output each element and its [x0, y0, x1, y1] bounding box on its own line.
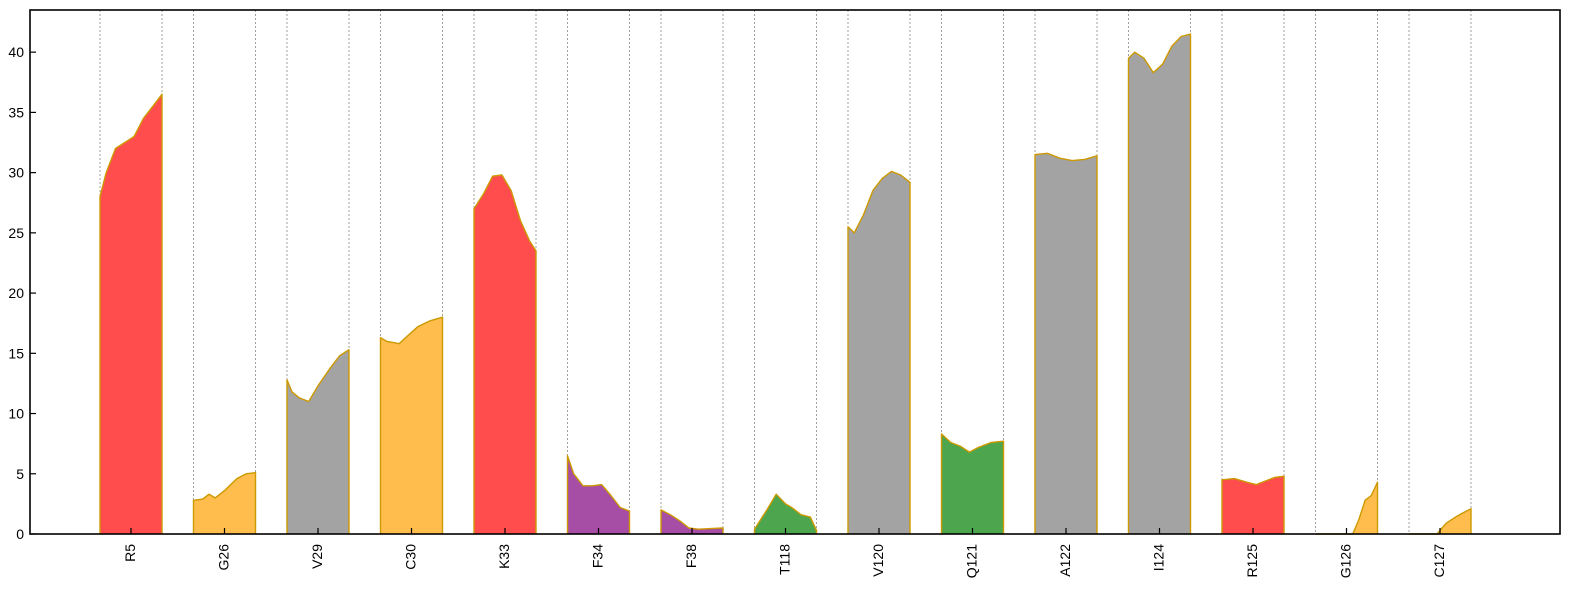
area-outline-R5	[99, 93, 163, 534]
x-tick-label-F34: F34	[590, 544, 606, 568]
x-tick-label-F38: F38	[683, 544, 699, 568]
area-outline-Q121	[940, 433, 1005, 534]
area-G126	[1315, 482, 1378, 534]
y-tick-label: 0	[16, 526, 24, 542]
tick-layer: 0 5 10 15 20 25 30 35 40 R5 G26 V29 C30 K33 F34 F38 T118…	[8, 44, 1447, 578]
area-outline-F34	[566, 455, 631, 534]
area-outline-T118	[753, 493, 818, 534]
x-tick-label-G126: G126	[1338, 544, 1354, 578]
area-T118	[754, 494, 817, 534]
x-tick-label-R125: R125	[1244, 544, 1260, 578]
area-I124	[1128, 34, 1191, 534]
x-tick-label-K33: K33	[496, 544, 512, 569]
x-tick-label-R5: R5	[122, 544, 138, 562]
area-V120	[848, 171, 910, 534]
area-outline-V120	[847, 170, 911, 534]
area-Q121	[941, 434, 1004, 534]
x-tick-label-C127: C127	[1431, 544, 1447, 578]
area-outline-V29	[286, 349, 350, 534]
x-tick-label-V29: V29	[309, 544, 325, 569]
area-C127	[1409, 508, 1471, 534]
area-F38	[661, 509, 723, 534]
area-F34	[567, 455, 630, 534]
area-A122	[1035, 153, 1097, 535]
area-outline-I124	[1127, 33, 1192, 534]
x-tick-label-A122: A122	[1057, 544, 1073, 577]
area-outline-A122	[1034, 152, 1098, 534]
area-outline-G26	[192, 471, 257, 534]
area-G26	[193, 472, 256, 534]
area-C30	[380, 317, 443, 534]
y-tick-label: 15	[8, 345, 24, 361]
y-tick-label: 40	[8, 44, 24, 60]
area-outline-C30	[379, 316, 444, 534]
y-tick-label: 35	[8, 104, 24, 120]
y-tick-label: 10	[8, 406, 24, 422]
y-tick-label: 25	[8, 225, 24, 241]
y-tick-label: 20	[8, 285, 24, 301]
x-tick-label-T118: T118	[777, 544, 793, 575]
y-tick-label: 30	[8, 165, 24, 181]
plot-frame	[29, 9, 1561, 535]
x-tick-label-V120: V120	[870, 544, 886, 577]
area-K33	[474, 175, 536, 534]
x-tick-label-C30: C30	[403, 544, 419, 570]
area-outline-R125	[1221, 475, 1285, 534]
area-V29	[287, 349, 349, 534]
area-outline-F38	[660, 509, 724, 534]
x-tick-label-G26: G26	[216, 544, 232, 571]
area-R5	[100, 94, 162, 535]
area-layer	[99, 33, 1472, 535]
area-outline-K33	[473, 174, 537, 534]
area-R125	[1222, 476, 1284, 534]
y-tick-label: 5	[16, 466, 24, 482]
x-tick-label-I124: I124	[1151, 544, 1167, 571]
x-tick-label-Q121: Q121	[964, 544, 980, 578]
